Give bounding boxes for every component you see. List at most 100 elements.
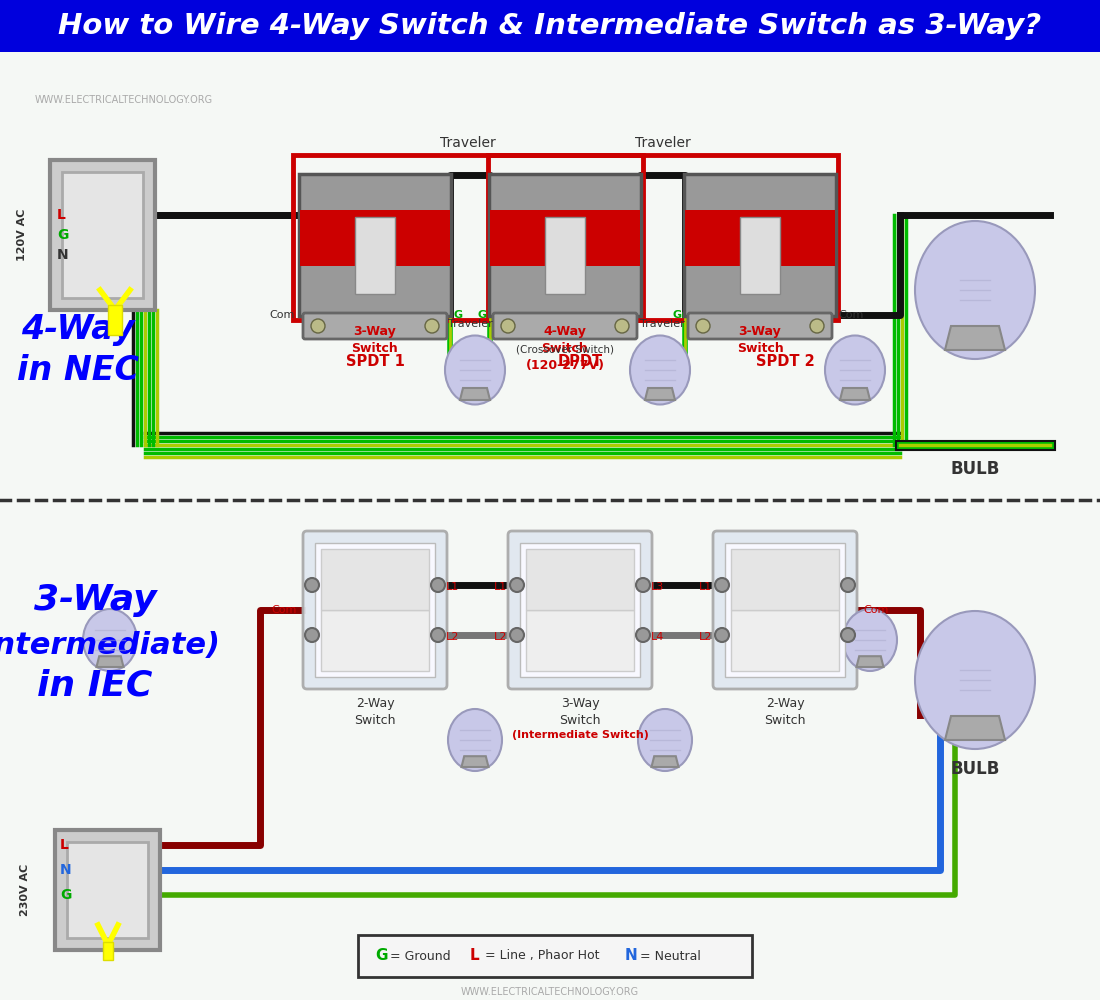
Circle shape — [500, 319, 515, 333]
Bar — [355, 217, 395, 294]
Polygon shape — [857, 656, 883, 667]
Circle shape — [425, 319, 439, 333]
Bar — [732, 610, 839, 671]
Ellipse shape — [82, 609, 138, 671]
Bar — [0, 500, 1100, 1000]
Text: G: G — [60, 888, 72, 902]
FancyBboxPatch shape — [684, 174, 836, 316]
FancyBboxPatch shape — [493, 7, 637, 33]
FancyBboxPatch shape — [299, 174, 451, 316]
Text: Traveler: Traveler — [448, 319, 493, 329]
Text: SPDT 2: SPDT 2 — [756, 354, 814, 369]
Bar — [62, 172, 143, 298]
Text: L3: L3 — [651, 582, 664, 592]
FancyBboxPatch shape — [302, 7, 447, 33]
Ellipse shape — [446, 336, 505, 404]
Circle shape — [636, 628, 650, 642]
Text: DPDT: DPDT — [558, 354, 603, 369]
Ellipse shape — [638, 709, 692, 771]
Text: L2: L2 — [446, 632, 460, 642]
Text: 3-Way
Switch: 3-Way Switch — [352, 325, 398, 355]
Bar — [55, 830, 160, 950]
Text: G: G — [453, 310, 462, 320]
Circle shape — [842, 628, 855, 642]
Text: BULB: BULB — [950, 760, 1000, 778]
FancyBboxPatch shape — [490, 174, 641, 316]
Ellipse shape — [843, 609, 896, 671]
Text: (Intermediate): (Intermediate) — [0, 631, 221, 660]
Text: in NEC: in NEC — [16, 354, 139, 386]
Text: L1: L1 — [494, 582, 507, 592]
Text: 3-Way
Switch: 3-Way Switch — [559, 697, 601, 727]
Polygon shape — [945, 716, 1005, 740]
Circle shape — [636, 578, 650, 592]
Circle shape — [510, 628, 524, 642]
Polygon shape — [945, 326, 1005, 350]
Text: 3-Way
Switch: 3-Way Switch — [737, 325, 783, 355]
Circle shape — [696, 319, 710, 333]
Polygon shape — [651, 756, 679, 767]
FancyBboxPatch shape — [302, 531, 447, 689]
Text: L1: L1 — [446, 582, 460, 592]
Text: Com: Com — [864, 605, 889, 615]
Ellipse shape — [915, 221, 1035, 359]
Ellipse shape — [915, 611, 1035, 749]
Circle shape — [616, 14, 628, 26]
Text: G: G — [375, 948, 387, 964]
Circle shape — [426, 14, 438, 26]
Bar — [490, 210, 640, 266]
Bar — [293, 155, 644, 320]
Bar — [315, 543, 434, 677]
FancyBboxPatch shape — [688, 7, 832, 33]
Text: N: N — [60, 863, 72, 877]
Text: = Neutral: = Neutral — [636, 950, 701, 962]
Text: Com: Com — [270, 310, 295, 320]
Text: L: L — [57, 208, 66, 222]
Circle shape — [810, 319, 824, 333]
Text: in IEC: in IEC — [37, 668, 153, 702]
Text: G: G — [673, 310, 682, 320]
Text: 120V AC: 120V AC — [16, 209, 28, 261]
Text: L2: L2 — [698, 632, 713, 642]
Circle shape — [754, 14, 766, 26]
Bar — [725, 543, 845, 677]
Bar — [321, 610, 429, 671]
Text: How to Wire 4-Way Switch & Intermediate Switch as 3-Way?: How to Wire 4-Way Switch & Intermediate … — [58, 12, 1042, 40]
Bar — [103, 942, 113, 960]
Circle shape — [502, 14, 514, 26]
Ellipse shape — [630, 336, 690, 404]
Bar — [526, 549, 634, 610]
Bar — [740, 217, 780, 294]
Text: Com: Com — [272, 605, 297, 615]
Polygon shape — [97, 656, 123, 667]
Bar — [0, 0, 1100, 52]
Text: N: N — [57, 248, 68, 262]
Circle shape — [305, 628, 319, 642]
Text: (Intermediate Switch): (Intermediate Switch) — [512, 730, 648, 740]
Text: 4-Way: 4-Way — [21, 314, 134, 347]
Text: G: G — [57, 228, 68, 242]
Text: 3-Way: 3-Way — [34, 583, 156, 617]
Text: SPDT 1: SPDT 1 — [345, 354, 405, 369]
Text: L: L — [60, 838, 69, 852]
Circle shape — [305, 578, 319, 592]
Text: 4-Way
Switch
(120-277V): 4-Way Switch (120-277V) — [526, 325, 605, 372]
Circle shape — [311, 319, 324, 333]
FancyBboxPatch shape — [508, 531, 652, 689]
Text: WWW.ELECTRICALTECHNOLOGY.ORG: WWW.ELECTRICALTECHNOLOGY.ORG — [35, 95, 213, 105]
Bar — [544, 217, 585, 294]
Bar — [732, 549, 839, 610]
Polygon shape — [645, 388, 675, 400]
Circle shape — [312, 14, 324, 26]
Circle shape — [715, 578, 729, 592]
Circle shape — [615, 319, 629, 333]
Text: Com: Com — [838, 310, 864, 320]
Text: Traveler: Traveler — [440, 136, 496, 150]
Text: 2-Way
Switch: 2-Way Switch — [354, 697, 396, 727]
Text: L: L — [470, 948, 480, 964]
Circle shape — [697, 14, 710, 26]
Text: G: G — [477, 310, 487, 320]
Text: 2-Way
Switch: 2-Way Switch — [764, 697, 805, 727]
Polygon shape — [462, 756, 488, 767]
Bar — [526, 610, 634, 671]
